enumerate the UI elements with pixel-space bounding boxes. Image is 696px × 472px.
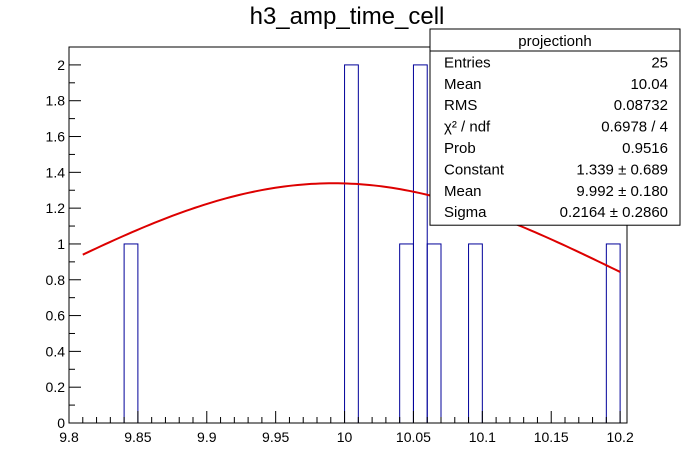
x-tick-label: 10.05 bbox=[396, 429, 431, 445]
y-tick-label: 0.2 bbox=[46, 379, 66, 395]
x-tick-label: 9.9 bbox=[197, 429, 217, 445]
y-tick-label: 0.4 bbox=[46, 343, 66, 359]
stats-row-label: Prob bbox=[444, 140, 476, 157]
stats-row-value: 25 bbox=[651, 54, 668, 71]
y-tick-label: 1.2 bbox=[46, 200, 66, 216]
plot-area: 9.8 9.85 9.9 9.95 10 10.05 10.1 10.15 10.2 0 0.2 0.… bbox=[46, 46, 634, 445]
y-tick-label: 1.4 bbox=[46, 164, 66, 180]
stats-row-value: 10.04 bbox=[630, 76, 668, 93]
x-tick-label: 10.15 bbox=[534, 429, 569, 445]
stats-row-value: 0.6978 / 4 bbox=[601, 119, 668, 136]
histogram-bin bbox=[123, 243, 139, 424]
stats-row-label: RMS bbox=[444, 97, 477, 114]
plot-frame bbox=[68, 46, 628, 424]
histogram-bin bbox=[344, 64, 359, 424]
y-tick-label: 0.8 bbox=[46, 272, 66, 288]
y-tick-label: 1 bbox=[57, 236, 65, 252]
stats-row-label: Mean bbox=[444, 183, 482, 200]
stats-row-label: Mean bbox=[444, 76, 482, 93]
stats-row-label: Constant bbox=[444, 161, 505, 178]
stats-row-label: χ² / ndf bbox=[444, 119, 491, 136]
y-tick-label: 2 bbox=[57, 57, 65, 73]
x-tick-label: 10.2 bbox=[606, 429, 633, 445]
histogram-bin bbox=[426, 243, 442, 424]
histogram-bin bbox=[399, 243, 414, 424]
x-tick-label: 9.85 bbox=[124, 429, 151, 445]
stats-box-title: projectionh bbox=[518, 33, 591, 50]
gaussian-fit-curve bbox=[82, 182, 621, 273]
stats-row-value: 0.08732 bbox=[614, 97, 668, 114]
stats-row-value: 1.339 ± 0.689 bbox=[576, 161, 668, 178]
stats-row-value: 9.992 ± 0.180 bbox=[576, 183, 668, 200]
stats-row-value: 0.2164 ± 0.2860 bbox=[560, 204, 668, 221]
stats-row-label: Entries bbox=[444, 54, 491, 71]
y-tick-label: 1.6 bbox=[46, 129, 66, 145]
histogram-bin bbox=[468, 243, 483, 424]
stats-box-frame bbox=[429, 28, 681, 226]
histogram-bin bbox=[412, 64, 428, 424]
y-tick-label: 1.8 bbox=[46, 93, 66, 109]
stats-row-value: 0.9516 bbox=[622, 140, 668, 157]
x-tick-label: 10.1 bbox=[469, 429, 496, 445]
stats-box: projectionh Entries 25 Mean 10.04 RMS 0.08732 χ… bbox=[429, 28, 681, 226]
x-tick-label: 9.8 bbox=[59, 429, 79, 445]
y-tick-label: 0.6 bbox=[46, 308, 66, 324]
x-tick-label: 9.95 bbox=[262, 429, 289, 445]
y-tick-label: 0 bbox=[57, 415, 65, 431]
stats-row-label: Sigma bbox=[444, 204, 487, 221]
chart-title: h3_amp_time_cell bbox=[250, 3, 445, 30]
x-tick-label: 10 bbox=[337, 429, 353, 445]
